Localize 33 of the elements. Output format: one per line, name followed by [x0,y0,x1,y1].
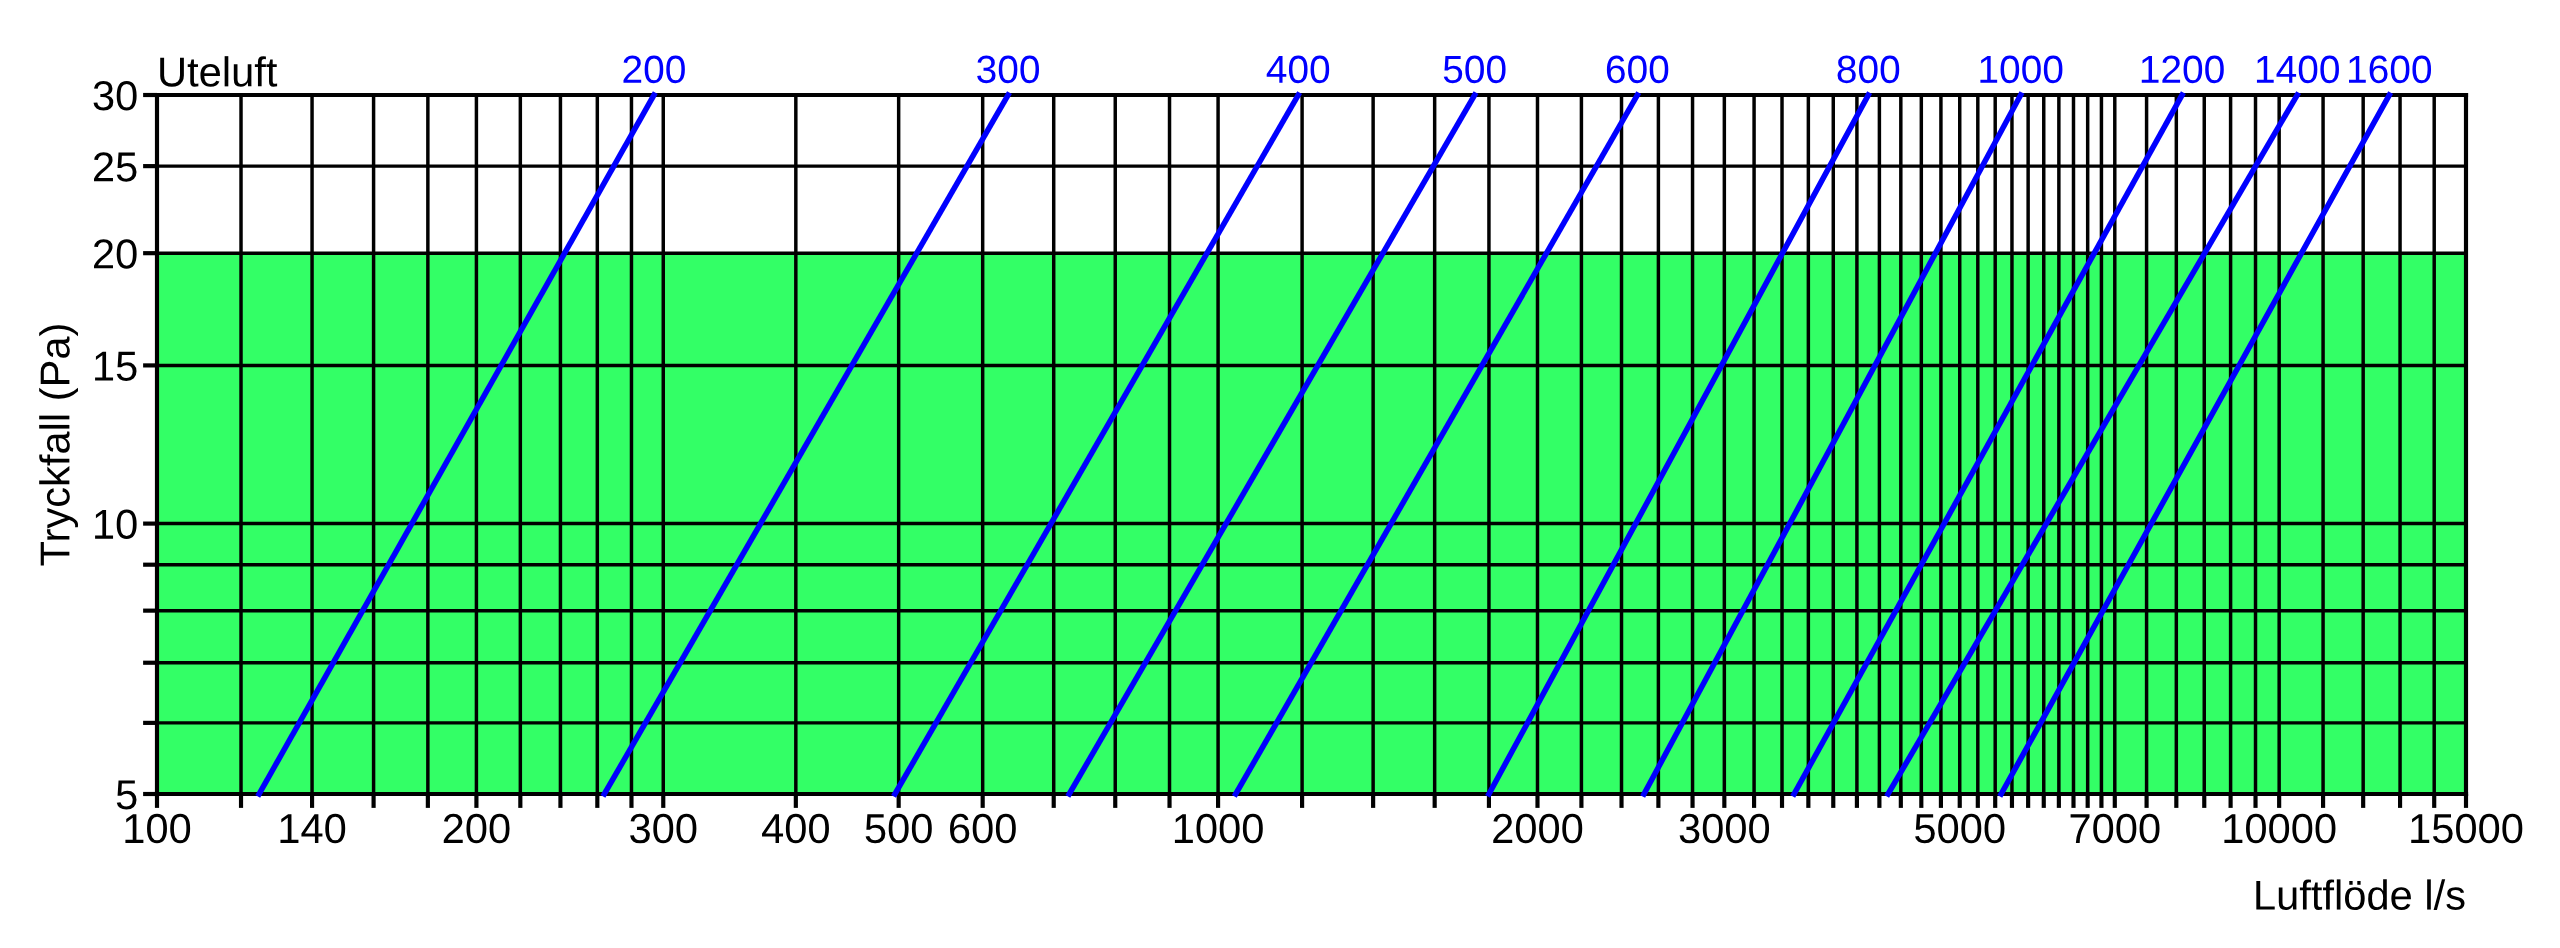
y-tick-label: 20 [94,239,137,269]
series-label: 800 [1837,55,1900,84]
x-tick-label: 2000 [1493,813,1583,844]
x-axis-title: Luftflöde l/s [2256,879,2465,910]
x-tick-label: 600 [950,813,1016,844]
series-label: 400 [1266,55,1330,84]
x-tick-label: 200 [443,813,510,844]
y-tick-label: 15 [95,351,137,381]
y-tick-label: 25 [94,152,137,182]
series-label: 600 [1606,55,1669,84]
x-tick-label: 300 [630,813,697,844]
x-tick-label: 3000 [1679,813,1770,844]
x-tick-label: 1000 [1174,813,1263,844]
x-tick-label: 5000 [1915,813,2005,844]
y-axis-title: Tryckfall (Pa) [39,325,79,566]
x-tick-label: 400 [762,813,829,844]
x-tick-label: 100 [125,813,191,844]
series-label: 1000 [1980,55,2063,84]
chart-title: Uteluft [160,56,278,87]
x-tick-label: 140 [280,813,346,844]
y-tick-label: 10 [95,509,137,540]
series-label: 1400 [2256,55,2339,84]
x-tick-label: 15000 [2411,813,2523,844]
series-label: 300 [977,55,1039,84]
series-label: 500 [1443,55,1506,84]
series-label: 1200 [2141,55,2224,84]
series-label: 1600 [2349,55,2432,84]
y-tick-label: 5 [116,780,137,810]
y-tick-label: 30 [93,81,137,111]
series-label: 200 [623,55,685,84]
x-tick-label: 500 [865,813,932,844]
x-tick-label: 10000 [2224,813,2336,844]
x-tick-label: 7000 [2070,813,2160,844]
